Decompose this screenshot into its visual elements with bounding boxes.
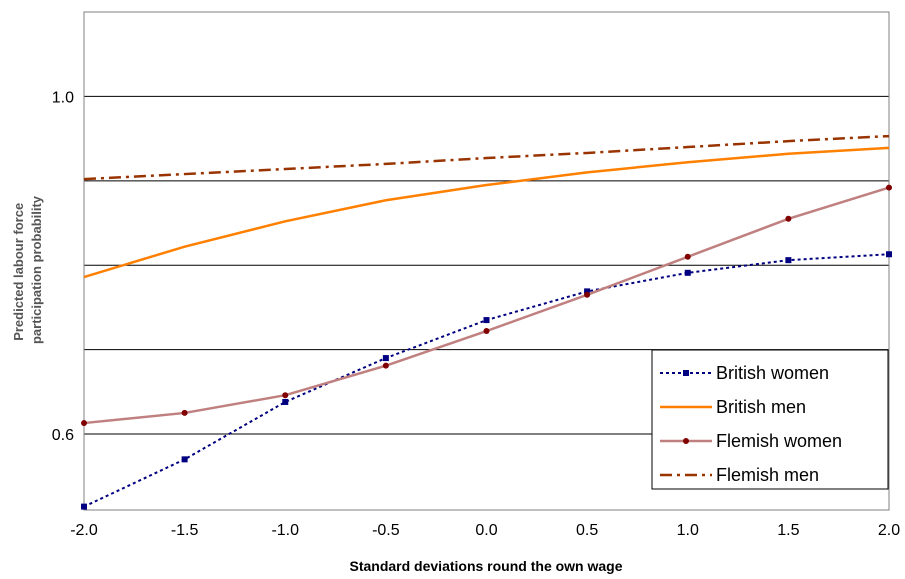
x-tick-label: -2.0 — [70, 522, 98, 539]
x-tick-label: -1.5 — [171, 522, 199, 539]
series-flemish-men — [83, 134, 890, 181]
series-british-women — [81, 251, 892, 510]
series-line — [83, 134, 890, 181]
x-tick-label: -0.5 — [372, 522, 400, 539]
series-british-men — [83, 146, 890, 279]
data-point — [584, 291, 591, 298]
legend-label: Flemish men — [716, 465, 819, 485]
x-axis-title: Standard deviations round the own wage — [349, 558, 622, 574]
data-point — [181, 456, 188, 463]
x-tick-label: 0.0 — [475, 522, 497, 539]
series-flemish-women — [81, 184, 892, 427]
legend-marker — [683, 370, 689, 376]
legend-marker — [683, 438, 689, 444]
legend-item: British men — [660, 397, 806, 417]
legend-item: Flemish men — [660, 465, 819, 485]
data-point — [684, 253, 691, 260]
legend-label: British men — [716, 397, 806, 417]
data-point — [181, 409, 188, 416]
x-tick-label: 1.0 — [677, 522, 699, 539]
y-axis-tick-labels: 0.6 1.0 — [52, 89, 74, 444]
data-point — [483, 317, 490, 324]
y-tick-label: 1.0 — [52, 89, 74, 106]
y-axis-title: Predicted labour force participation pro… — [11, 195, 44, 344]
data-point — [886, 184, 892, 191]
data-point — [282, 398, 289, 405]
y-axis-title-line-2: participation probability — [29, 195, 44, 344]
legend-label: Flemish women — [716, 431, 842, 451]
data-point — [81, 420, 87, 427]
data-point — [81, 503, 87, 510]
data-point — [382, 355, 389, 362]
y-axis-title-line-1: Predicted labour force — [11, 203, 26, 341]
data-point — [684, 269, 691, 276]
data-point — [785, 257, 792, 264]
data-point — [584, 288, 591, 295]
data-point — [886, 251, 892, 258]
data-point — [282, 392, 289, 399]
x-tick-label: 1.5 — [777, 522, 799, 539]
x-axis-tick-labels: -2.0 -1.5 -1.0 -0.5 0.0 0.5 1.0 1.5 2.0 — [70, 522, 900, 539]
x-tick-label: -1.0 — [271, 522, 299, 539]
legend-label: British women — [716, 363, 829, 383]
data-point — [382, 362, 389, 369]
data-point — [785, 215, 792, 222]
data-point — [483, 328, 490, 335]
x-tick-label: 2.0 — [878, 522, 900, 539]
legend-item: Flemish women — [660, 431, 842, 451]
x-tick-label: 0.5 — [576, 522, 598, 539]
plot-area-frame — [83, 11, 890, 511]
series-line — [83, 146, 890, 279]
series-lines — [81, 134, 892, 510]
legend-item: British women — [660, 363, 829, 383]
y-tick-label: 0.6 — [52, 427, 74, 444]
legend: British women British men Flemish women Fle… — [651, 349, 889, 490]
